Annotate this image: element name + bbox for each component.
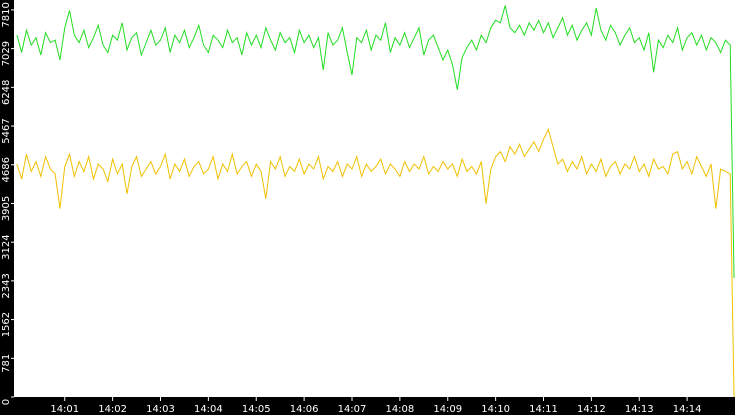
x-tick-label: 14:06 bbox=[290, 404, 319, 415]
y-tick-label: 3124 bbox=[1, 234, 12, 259]
x-tick-label: 14:11 bbox=[529, 404, 558, 415]
y-tick-label: 7029 bbox=[1, 41, 12, 66]
x-tick-label: 14:13 bbox=[625, 404, 654, 415]
y-tick-label: 7810 bbox=[1, 2, 12, 27]
x-tick-label: 14:14 bbox=[673, 404, 702, 415]
x-tick-label: 14:03 bbox=[146, 404, 175, 415]
y-tick-label: 0 bbox=[1, 399, 12, 405]
y-tick-label: 5467 bbox=[1, 118, 12, 143]
y-tick-label: 6248 bbox=[1, 80, 12, 105]
x-tick-label: 14:01 bbox=[50, 404, 79, 415]
y-tick-label: 2343 bbox=[1, 273, 12, 298]
y-tick-label: 1562 bbox=[1, 312, 12, 337]
y-tick-label: 3905 bbox=[1, 196, 12, 221]
x-axis-bar bbox=[0, 397, 735, 415]
y-axis-bar bbox=[0, 0, 14, 415]
x-tick-label: 14:05 bbox=[242, 404, 271, 415]
y-tick-label: 781 bbox=[1, 354, 12, 373]
x-tick-label: 14:09 bbox=[433, 404, 462, 415]
x-tick-label: 14:02 bbox=[98, 404, 127, 415]
x-tick-label: 14:04 bbox=[194, 404, 223, 415]
series-line bbox=[16, 127, 735, 398]
y-tick-label: 4686 bbox=[1, 157, 12, 182]
series-line bbox=[16, 5, 735, 279]
x-tick-label: 14:07 bbox=[338, 404, 367, 415]
x-tick-label: 14:08 bbox=[385, 404, 414, 415]
x-tick-label: 14:10 bbox=[481, 404, 510, 415]
x-tick-label: 14:12 bbox=[577, 404, 606, 415]
